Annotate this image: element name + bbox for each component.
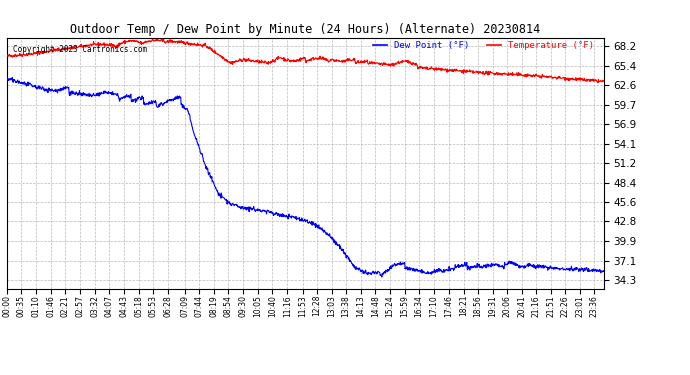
Title: Outdoor Temp / Dew Point by Minute (24 Hours) (Alternate) 20230814: Outdoor Temp / Dew Point by Minute (24 H…: [70, 23, 540, 36]
Text: Copyright 2023 Cartronics.com: Copyright 2023 Cartronics.com: [13, 45, 147, 54]
Legend: Dew Point (°F), Temperature (°F): Dew Point (°F), Temperature (°F): [370, 38, 598, 54]
